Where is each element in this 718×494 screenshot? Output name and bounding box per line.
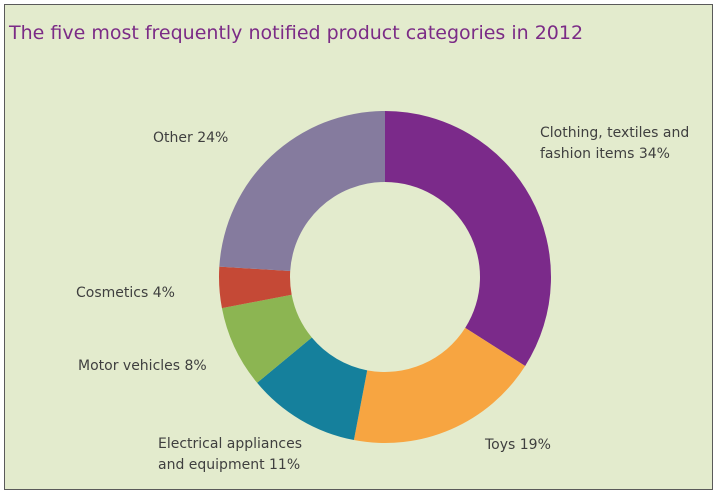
slice-label-line: Motor vehicles 8% [78,358,207,374]
slice-label-line: Clothing, textiles and [540,125,689,141]
slice-label-3: Electrical appliances and equipment 11% [158,436,302,473]
donut-slice-2 [353,327,526,443]
slice-label-line: and equipment 11% [158,457,300,473]
slice-label-line: Electrical appliances [158,436,302,452]
donut-slice-5 [219,266,292,309]
slice-label-6: Other 24% [153,130,228,146]
slice-label-1: Clothing, textiles and fashion items 34% [540,125,689,162]
slice-label-2: Toys 19% [484,437,551,453]
slice-label-line: Cosmetics 4% [76,285,175,301]
slice-label-line: fashion items 34% [540,146,670,162]
slice-label-line: Toys 19% [484,437,551,453]
donut-slice-1 [385,111,551,366]
slice-label-5: Cosmetics 4% [76,285,175,301]
donut-slice-3 [257,337,368,441]
chart-title: The five most frequently notified produc… [9,22,584,44]
donut-slice-6 [219,111,385,272]
slice-label-line: Other 24% [153,130,228,146]
donut-slice-4 [221,294,312,383]
slice-label-4: Motor vehicles 8% [78,358,207,374]
